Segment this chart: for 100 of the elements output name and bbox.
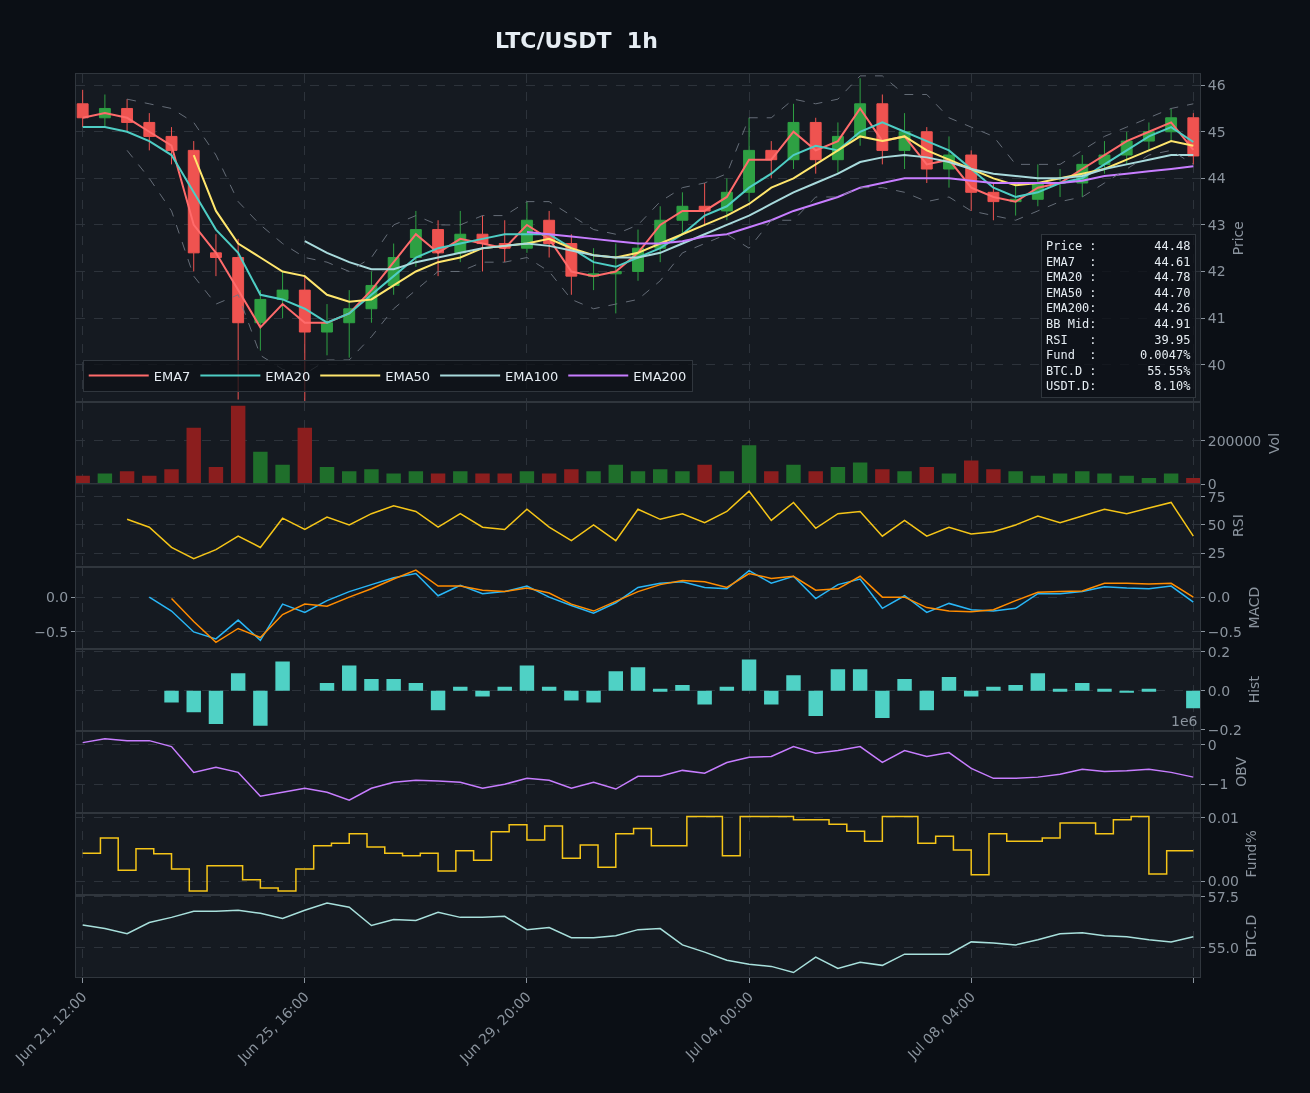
- y-tick-label: 0.2: [1207, 643, 1231, 660]
- bar: [675, 471, 690, 485]
- y-tick-label: −1: [1207, 776, 1229, 793]
- bar: [275, 464, 290, 485]
- candlestick: [809, 117, 822, 175]
- bar: [164, 690, 179, 703]
- candlestick: [321, 303, 333, 356]
- y-tick-label: 200000: [1207, 432, 1262, 449]
- bar: [364, 679, 379, 691]
- bar: [630, 667, 646, 691]
- bar: [608, 671, 624, 691]
- bar: [1008, 471, 1023, 485]
- bar: [919, 690, 934, 711]
- y-axis-title: Fund%: [1243, 830, 1260, 878]
- bar: [475, 690, 490, 697]
- bar: [986, 686, 1001, 691]
- y-axis-title: Price: [1230, 221, 1247, 256]
- line-series: [192, 135, 1195, 303]
- bar: [963, 460, 979, 485]
- bar: [963, 690, 979, 697]
- line-series: [81, 902, 1195, 974]
- bar: [786, 464, 801, 485]
- line-series: [303, 154, 1195, 271]
- bar: [164, 469, 179, 485]
- bar: [564, 469, 579, 485]
- bar: [1097, 688, 1112, 692]
- y2-axis-title: MACD: [1246, 586, 1263, 629]
- y-tick-label: 0.00: [1207, 872, 1239, 889]
- bar: [1008, 684, 1023, 691]
- bar: [675, 684, 690, 691]
- bar: [253, 690, 268, 726]
- annotation: Price : 44.48: [1046, 239, 1191, 253]
- y-tick-label: 25: [1207, 544, 1226, 561]
- bar: [1052, 688, 1068, 692]
- line-series: [126, 490, 1195, 560]
- legend-label: EMA20: [265, 368, 311, 384]
- candlestick: [254, 289, 267, 352]
- bar: [430, 690, 446, 711]
- bar: [408, 682, 424, 691]
- bar: [808, 690, 823, 717]
- annotation: 1e6: [1171, 713, 1198, 729]
- bar: [741, 659, 757, 691]
- y-tick-label: 46: [1207, 77, 1226, 94]
- y-axis-title: BTC.D: [1243, 914, 1260, 958]
- bar: [230, 673, 246, 691]
- bar: [1075, 682, 1090, 691]
- bar: [1030, 673, 1046, 691]
- y-axis-title: RSI: [1229, 514, 1246, 537]
- bar: [764, 690, 779, 705]
- bar: [697, 464, 712, 485]
- bar: [453, 686, 468, 691]
- bar: [297, 427, 313, 485]
- bar: [386, 679, 401, 691]
- bar: [1186, 690, 1200, 709]
- y-tick-label: 44: [1207, 170, 1226, 187]
- y-tick-label: 50: [1207, 516, 1226, 533]
- y-tick-label: 43: [1207, 216, 1226, 233]
- bar: [808, 471, 823, 485]
- bar: [519, 665, 535, 691]
- annotation: EMA200: 44.26: [1046, 301, 1191, 316]
- y-axis-title: Hist: [1246, 675, 1263, 704]
- annotation: Fund : 0.0047%: [1046, 348, 1192, 363]
- y-tick-label: −0.2: [1207, 721, 1242, 738]
- bar: [875, 469, 890, 485]
- bar: [586, 690, 601, 703]
- bar: [497, 686, 512, 691]
- bar: [253, 451, 268, 485]
- bar: [541, 686, 557, 691]
- annotation: BB Mid: 44.91: [1046, 317, 1191, 331]
- y-axis-title: OBV: [1232, 756, 1249, 787]
- bar: [875, 690, 890, 719]
- chart-title: LTC/USDT 1h: [494, 27, 658, 53]
- y-tick-label: 40: [1207, 356, 1226, 373]
- y-tick-label: 57.5: [1207, 888, 1239, 905]
- bar: [852, 669, 868, 691]
- y-tick-label: 45: [1207, 123, 1226, 140]
- bar: [786, 675, 801, 691]
- bar: [564, 690, 579, 701]
- bar: [830, 669, 846, 691]
- bar: [186, 690, 201, 713]
- bar: [764, 471, 779, 485]
- legend-label: EMA200: [633, 368, 687, 384]
- bar: [652, 688, 668, 692]
- annotation: EMA7 : 44.61: [1046, 254, 1191, 269]
- bar: [1119, 690, 1134, 693]
- bar: [319, 682, 335, 691]
- bar: [697, 690, 712, 705]
- bar: [208, 690, 224, 724]
- y-tick-label: 0.0: [1207, 682, 1231, 699]
- bar: [342, 665, 357, 691]
- y-tick-label: 42: [1207, 263, 1226, 280]
- y-tick-label: 0.01: [1207, 809, 1239, 826]
- candlestick: [76, 89, 89, 128]
- bar: [364, 469, 379, 485]
- bar: [1141, 688, 1157, 692]
- y-tick-label: 41: [1207, 309, 1226, 326]
- bar: [230, 405, 246, 485]
- bar: [275, 661, 290, 691]
- line-series: [81, 737, 1195, 801]
- bar: [453, 471, 468, 485]
